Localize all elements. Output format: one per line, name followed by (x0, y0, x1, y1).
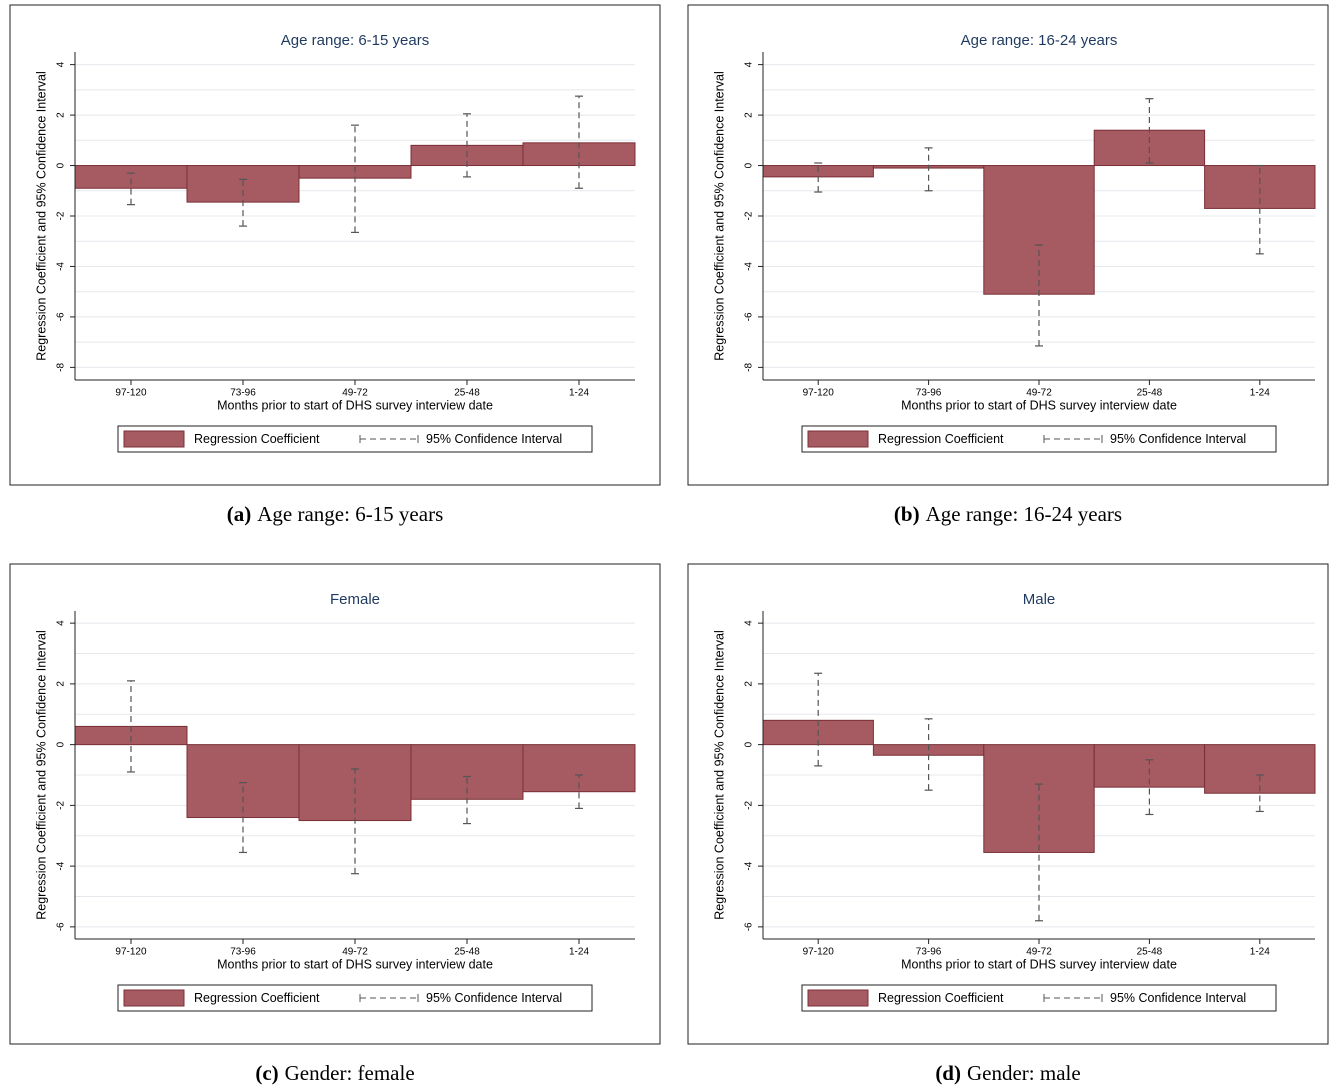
x-axis-label: Months prior to start of DHS survey inte… (901, 957, 1177, 971)
y-tick-label: -8 (56, 363, 67, 372)
caption-label: (b) (894, 502, 920, 526)
legend-label: 95% Confidence Interval (426, 432, 562, 446)
panel: 4 2 0 -2 -4 -6 97-120 73-96 49-72 25-48 1-24 Male Mo… (687, 563, 1329, 1085)
legend-label: 95% Confidence Interval (1110, 432, 1246, 446)
x-tick-label: 1-24 (1250, 388, 1270, 399)
caption: (b) Age range: 16-24 years (894, 502, 1122, 526)
y-axis-label: Regression Coefficient and 95% Confidenc… (34, 630, 48, 920)
legend-label: 95% Confidence Interval (426, 991, 562, 1005)
panel-frame (9, 4, 661, 486)
x-axis-label: Months prior to start of DHS survey inte… (901, 398, 1177, 412)
caption: (a) Age range: 6-15 years (227, 502, 444, 526)
y-tick-label: -4 (56, 262, 67, 271)
caption-text: Age range: 16-24 years (926, 502, 1123, 526)
y-axis-label: Regression Coefficient and 95% Confidenc… (34, 71, 48, 361)
legend-frame (117, 425, 593, 453)
y-tick-label: 0 (56, 162, 67, 168)
legend-label: 95% Confidence Interval (1110, 991, 1246, 1005)
y-tick-label: 4 (744, 620, 755, 626)
legend-swatch (123, 430, 185, 448)
caption-text: Gender: male (967, 1061, 1081, 1085)
x-tick-label: 1-24 (1250, 947, 1270, 958)
legend-swatch (123, 989, 185, 1007)
y-tick-label: -6 (56, 922, 67, 931)
chart-title: Age range: 16-24 years (961, 32, 1118, 49)
x-tick-label: 49-72 (1026, 388, 1052, 399)
x-tick-label: 97-120 (115, 947, 147, 958)
chart-title: Male (1023, 591, 1056, 608)
legend-label: Regression Coefficient (194, 991, 320, 1005)
bar (74, 165, 188, 189)
y-tick-label: -4 (744, 262, 755, 271)
caption-label: (c) (255, 1061, 278, 1085)
x-tick-label: 1-24 (569, 388, 589, 399)
x-tick-label: 25-48 (1137, 947, 1163, 958)
x-tick-label: 1-24 (569, 947, 589, 958)
y-axis-label: Regression Coefficient and 95% Confidenc… (712, 71, 726, 361)
x-tick-label: 97-120 (115, 388, 147, 399)
x-tick-label: 97-120 (803, 947, 835, 958)
x-axis-label: Months prior to start of DHS survey inte… (217, 398, 493, 412)
panel: 4 2 0 -2 -4 -6 -8 97-120 73-96 49-72 25-48 1-24 Age … (687, 4, 1329, 526)
y-tick-label: 2 (744, 681, 755, 687)
x-tick-label: 25-48 (1137, 388, 1163, 399)
y-tick-label: 4 (56, 61, 67, 67)
x-tick-label: 73-96 (916, 947, 942, 958)
y-tick-label: -2 (744, 800, 755, 809)
legend-swatch (807, 989, 869, 1007)
x-tick-label: 49-72 (342, 388, 368, 399)
x-tick-label: 25-48 (454, 388, 480, 399)
caption-label: (a) (227, 502, 252, 526)
y-tick-label: -6 (56, 312, 67, 321)
legend-swatch (807, 430, 869, 448)
caption-text: Gender: female (285, 1061, 415, 1085)
y-tick-label: -2 (744, 211, 755, 220)
y-tick-label: 4 (56, 620, 67, 626)
caption-label: (d) (935, 1061, 961, 1085)
legend-frame (117, 984, 593, 1012)
y-tick-label: -8 (744, 363, 755, 372)
panel: 4 2 0 -2 -4 -6 97-120 73-96 49-72 25-48 1-24 Female… (9, 563, 661, 1085)
y-tick-label: -6 (744, 922, 755, 931)
y-tick-label: -2 (56, 800, 67, 809)
y-tick-label: -6 (744, 312, 755, 321)
y-tick-label: 2 (56, 112, 67, 118)
caption-text: Age range: 6-15 years (257, 502, 443, 526)
x-tick-label: 97-120 (803, 388, 835, 399)
bar (186, 744, 300, 819)
bar (522, 744, 636, 793)
y-tick-label: 0 (56, 741, 67, 747)
x-tick-label: 49-72 (342, 947, 368, 958)
x-tick-label: 25-48 (454, 947, 480, 958)
x-tick-label: 73-96 (230, 388, 256, 399)
y-tick-label: 0 (744, 162, 755, 168)
legend-label: Regression Coefficient (878, 991, 1004, 1005)
y-tick-label: -2 (56, 211, 67, 220)
legend-frame (801, 425, 1277, 453)
x-tick-label: 73-96 (230, 947, 256, 958)
y-tick-label: 2 (744, 112, 755, 118)
y-axis-label: Regression Coefficient and 95% Confidenc… (712, 630, 726, 920)
panel: 4 2 0 -2 -4 -6 -8 97-120 73-96 49-72 25-48 1-24 Age … (9, 4, 661, 526)
caption: (d) Gender: male (935, 1061, 1080, 1085)
legend-label: Regression Coefficient (194, 432, 320, 446)
y-tick-label: -4 (744, 861, 755, 870)
x-tick-label: 49-72 (1026, 947, 1052, 958)
y-tick-label: 0 (744, 741, 755, 747)
caption: (c) Gender: female (255, 1061, 414, 1085)
x-axis-label: Months prior to start of DHS survey inte… (217, 957, 493, 971)
legend-label: Regression Coefficient (878, 432, 1004, 446)
chart-title: Female (330, 591, 380, 608)
x-tick-label: 73-96 (916, 388, 942, 399)
chart-title: Age range: 6-15 years (281, 32, 429, 49)
legend-frame (801, 984, 1277, 1012)
y-tick-label: -4 (56, 861, 67, 870)
bar (1204, 744, 1316, 794)
y-tick-label: 2 (56, 681, 67, 687)
y-tick-label: 4 (744, 61, 755, 67)
